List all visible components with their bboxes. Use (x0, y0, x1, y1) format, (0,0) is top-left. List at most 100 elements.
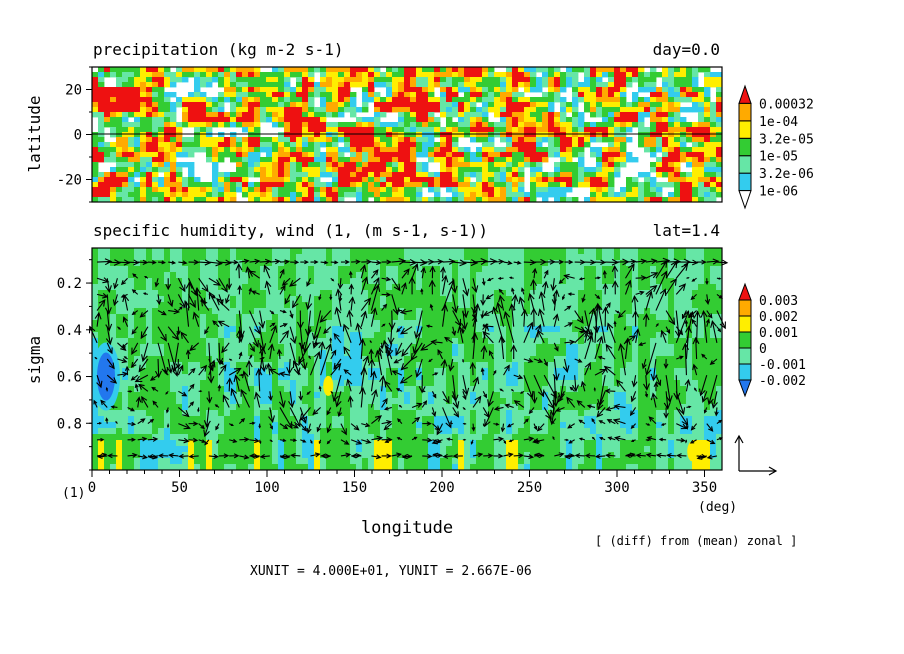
precip-cell (140, 147, 147, 153)
precip-cell (680, 82, 687, 88)
humidity-cell (404, 260, 411, 267)
humidity-cell (428, 374, 435, 381)
humidity-cell (368, 314, 375, 321)
humidity-cell (656, 332, 663, 339)
precip-cell (212, 112, 219, 118)
humidity-cell (146, 362, 153, 369)
humidity-cell (656, 296, 663, 303)
precip-cell (620, 142, 627, 148)
precip-cell (248, 112, 255, 118)
precip-cell (266, 97, 273, 103)
humidity-cell (482, 338, 489, 345)
precip-cell (164, 167, 171, 173)
humidity-cell (362, 338, 369, 345)
humidity-cell (230, 320, 237, 327)
humidity-cell (212, 380, 219, 387)
precip-cell (218, 117, 225, 123)
humidity-cell (578, 272, 585, 279)
precip-cell (614, 132, 621, 138)
precip-cell (578, 177, 585, 183)
precip-cell (176, 132, 183, 138)
precip-cell (494, 182, 501, 188)
precip-cell (536, 87, 543, 93)
precip-cell (704, 117, 711, 123)
precip-cell (278, 72, 285, 78)
precip-cell (266, 172, 273, 178)
humidity-cell (626, 356, 633, 363)
humidity-cell (572, 338, 579, 345)
precip-cell (470, 197, 477, 203)
humidity-cell (134, 332, 141, 339)
precip-cell (362, 97, 369, 103)
precip-cell (506, 102, 513, 108)
humidity-cell (200, 248, 207, 255)
precip-cell (512, 137, 519, 143)
precip-cell (692, 132, 699, 138)
humidity-cell (386, 326, 393, 333)
precip-cell (332, 82, 339, 88)
humidity-cell (200, 356, 207, 363)
humidity-cell (134, 284, 141, 291)
humidity-cell (542, 314, 549, 321)
precip-cell (332, 152, 339, 158)
humidity-cell (482, 254, 489, 261)
precip-cell (116, 107, 123, 113)
humidity-cell (146, 368, 153, 375)
precip-cell (440, 172, 447, 178)
precip-cell (476, 182, 483, 188)
precip-cell (602, 67, 609, 73)
humidity-cell (662, 254, 669, 261)
precip-cell (662, 147, 669, 153)
precip-cell (266, 177, 273, 183)
humidity-cell (122, 338, 129, 345)
humidity-cell (302, 272, 309, 279)
precip-cell (92, 192, 99, 198)
humidity-cell (344, 332, 351, 339)
precip-cell (470, 87, 477, 93)
humidity-cell (416, 266, 423, 273)
precip-cell (116, 192, 123, 198)
humidity-cell (158, 302, 165, 309)
precip-cell (542, 67, 549, 73)
humidity-cell (716, 350, 723, 357)
precip-cell (566, 167, 573, 173)
humidity-cell (536, 338, 543, 345)
precip-cell (524, 97, 531, 103)
precip-cell (626, 177, 633, 183)
precip-cell (650, 192, 657, 198)
precip-cell (518, 117, 525, 123)
precip-cell (224, 172, 231, 178)
precip-cell (506, 72, 513, 78)
humidity-cell (470, 266, 477, 273)
humidity-cell (692, 320, 699, 327)
humidity-cell (278, 254, 285, 261)
humidity-cell (164, 356, 171, 363)
precip-cell (254, 172, 261, 178)
humidity-cell (464, 260, 471, 267)
precip-cell (164, 122, 171, 128)
precip-cell (116, 147, 123, 153)
precip-cell (320, 192, 327, 198)
precip-cell (380, 172, 387, 178)
precip-cell (152, 72, 159, 78)
precip-cell (428, 92, 435, 98)
precip-cell (302, 72, 309, 78)
precip-cell (170, 107, 177, 113)
precip-cell (248, 92, 255, 98)
precip-cell (254, 142, 261, 148)
precip-cell (350, 142, 357, 148)
precip-cell (386, 182, 393, 188)
precip-cell (164, 107, 171, 113)
humidity-cell (716, 284, 723, 291)
precip-cell (134, 97, 141, 103)
precip-cell (230, 77, 237, 83)
precip-cell (98, 152, 105, 158)
precip-cell (536, 117, 543, 123)
humidity-cell (116, 386, 123, 393)
humidity-cell (428, 254, 435, 261)
humidity-cell (446, 254, 453, 261)
precip-cell (386, 192, 393, 198)
humidity-cell (452, 320, 459, 327)
humidity-cell (428, 284, 435, 291)
precip-cell (482, 177, 489, 183)
